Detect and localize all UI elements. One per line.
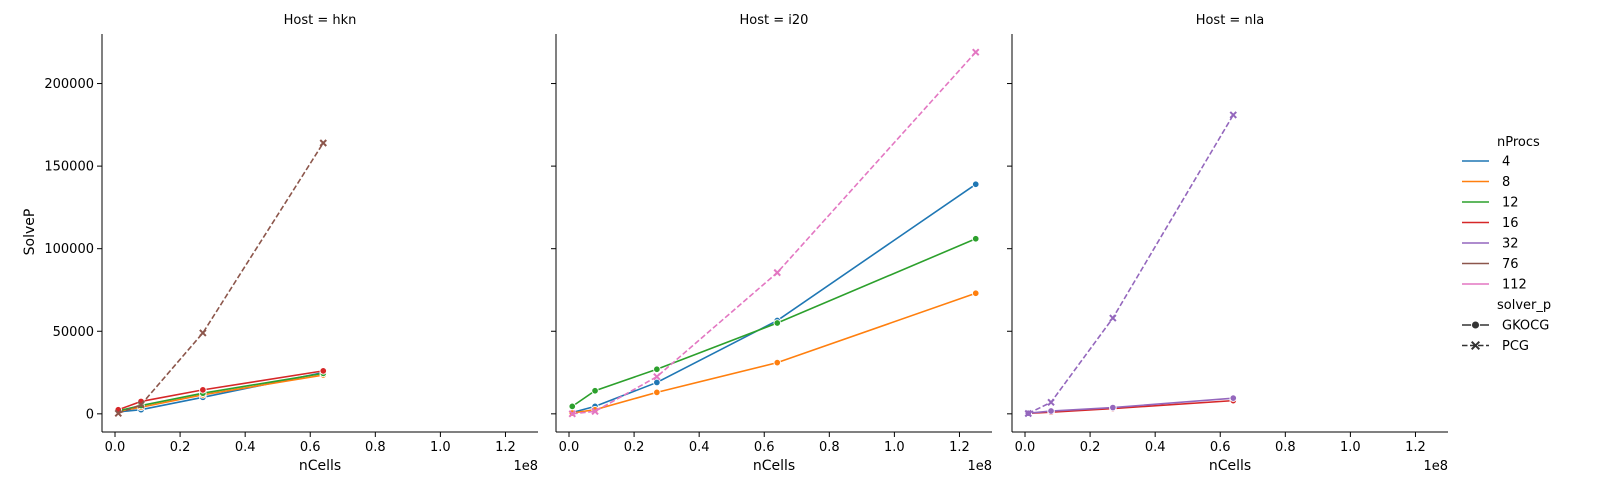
series-line-16-GKOCG (117, 370, 324, 411)
x-tick-label: 0.6 (754, 440, 775, 455)
data-point-32-PCG (1109, 314, 1117, 322)
legend-label-GKOCG: GKOCG (1502, 319, 1549, 334)
legend-label-16: 16 (1502, 216, 1519, 231)
legend-label-PCG: PCG (1502, 339, 1529, 354)
y-axis-label: SolveP (22, 209, 38, 256)
legend-title-nprocs: nProcs (1497, 135, 1540, 150)
y-tick-label: 0 (86, 407, 94, 422)
data-point-4-GKOCG (971, 180, 980, 189)
x-tick-label: 0.2 (624, 440, 645, 455)
x-tick-label: 1.0 (430, 440, 451, 455)
data-point-76-PCG (319, 139, 327, 147)
data-point-32-GKOCG (1047, 407, 1055, 415)
y-tick-label: 100000 (44, 242, 94, 257)
y-tick-label: 200000 (44, 77, 94, 92)
series-line-76-PCG (117, 142, 324, 415)
x-tick-label: 1.2 (495, 440, 516, 455)
y-tick-label: 50000 (53, 325, 94, 340)
series-line-16-GKOCG (1028, 399, 1234, 415)
facet-panel-2: 0.0 0.2 0.4 0.6 0.8 1.0 1.2 1e8 Host = i20 nCells (551, 13, 992, 474)
data-point-76-PCG (199, 329, 207, 337)
x-tick-label: 0.4 (1145, 440, 1166, 455)
legend: nProcs 4 8 12 16 32 76 112 solver_p GKOCG PCG (1462, 135, 1551, 354)
data-point-112-PCG (972, 48, 980, 56)
legend-label-112: 112 (1502, 278, 1527, 293)
x-tick-label: 1.2 (949, 440, 970, 455)
data-point-16-GKOCG (319, 367, 328, 375)
x-axis-label: nCells (299, 458, 341, 474)
data-point-8-GKOCG (971, 289, 980, 298)
x-tick-label: 0.8 (365, 440, 386, 455)
facet-panel-1: 0.0 0.2 0.4 0.6 0.8 1.0 1.2 1e8 0 50000 100000 1500… (44, 13, 538, 474)
series-line-32-GKOCG (1028, 397, 1234, 414)
data-point-12-GKOCG (591, 386, 599, 395)
data-point-32-GKOCG (1109, 403, 1117, 412)
legend-marker-PCG (1470, 340, 1481, 351)
x-tick-label: 0.8 (819, 440, 840, 455)
x-tick-label: 0.4 (235, 440, 256, 455)
data-point-112-PCG (773, 268, 781, 277)
x-tick-label: 0.0 (559, 440, 580, 455)
data-point-76-PCG (114, 409, 122, 418)
legend-title-solver: solver_p (1497, 298, 1551, 313)
panel-title: Host = nla (1196, 13, 1265, 28)
x-tick-label: 0.6 (1210, 440, 1231, 455)
x-axis-label: nCells (1209, 458, 1251, 474)
panels-layer: 0.0 0.2 0.4 0.6 0.8 1.0 1.2 1e8 0 50000 100000 1500… (44, 13, 1448, 474)
data-point-16-GKOCG (199, 386, 207, 394)
data-point-12-GKOCG (653, 365, 661, 373)
data-point-32-PCG (1047, 398, 1055, 406)
legend-label-12: 12 (1502, 196, 1519, 211)
data-point-8-GKOCG (653, 388, 661, 397)
data-point-32-PCG (1229, 111, 1237, 119)
x-tick-label: 0.2 (1080, 440, 1101, 455)
series-line-32-PCG (1027, 114, 1234, 415)
x-tick-label: 0.2 (170, 440, 191, 455)
data-point-32-PCG (1024, 409, 1032, 418)
data-point-12-GKOCG (971, 235, 980, 243)
x-tick-label: 1.2 (1405, 440, 1426, 455)
x-offset-text: 1e8 (967, 459, 992, 474)
data-point-112-PCG (568, 410, 576, 418)
x-tick-label: 0.0 (105, 440, 126, 455)
data-point-12-GKOCG (568, 402, 577, 411)
x-tick-label: 1.0 (1340, 440, 1361, 455)
legend-label-32: 32 (1502, 237, 1519, 252)
data-point-32-GKOCG (1229, 394, 1238, 402)
x-tick-label: 0.8 (1275, 440, 1296, 455)
x-tick-label: 1.0 (884, 440, 905, 455)
data-point-4-GKOCG (653, 378, 661, 387)
y-tick-label: 150000 (44, 160, 94, 175)
data-point-112-PCG (653, 372, 661, 381)
x-tick-label: 0.6 (300, 440, 321, 455)
legend-label-8: 8 (1502, 175, 1510, 190)
x-tick-label: 0.0 (1015, 440, 1036, 455)
data-point-8-GKOCG (773, 358, 782, 367)
x-offset-text: 1e8 (1423, 459, 1448, 474)
x-tick-label: 0.4 (689, 440, 710, 455)
legend-label-4: 4 (1502, 155, 1510, 170)
data-point-112-PCG (591, 407, 599, 416)
series-line-112-PCG (572, 51, 977, 415)
data-point-12-GKOCG (773, 319, 782, 327)
legend-marker-GKOCG (1471, 320, 1480, 330)
facet-panel-3: 0.0 0.2 0.4 0.6 0.8 1.0 1.2 1e8 Host = nla nCells (1007, 13, 1448, 474)
data-point-76-PCG (137, 401, 145, 409)
x-offset-text: 1e8 (513, 459, 538, 474)
series-line-8-GKOCG (572, 292, 976, 414)
panel-title: Host = hkn (284, 13, 357, 28)
x-axis-label: nCells (753, 458, 795, 474)
panel-title: Host = i20 (740, 13, 809, 28)
legend-label-76: 76 (1502, 257, 1519, 272)
